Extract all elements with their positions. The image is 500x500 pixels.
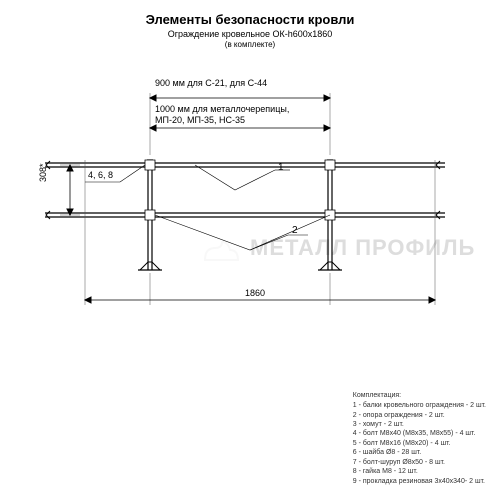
dim-top-label-1: 900 мм для С-21, для С-44 bbox=[155, 78, 267, 88]
dim-top-label-3: МП-20, МП-35, НС-35 bbox=[155, 115, 245, 125]
spec-item: 3 - хомут - 2 шт. bbox=[353, 420, 486, 429]
dim-top-label-2: 1000 мм для металлочерепицы, bbox=[155, 104, 289, 114]
page-subtitle: Ограждение кровельное ОК-h600х1860 bbox=[0, 29, 500, 39]
callout-1: 1 bbox=[278, 162, 284, 173]
spec-item: 9 - прокладка резиновая 3х40х340- 2 шт. bbox=[353, 477, 486, 486]
dim-left-label: 308* bbox=[38, 163, 48, 182]
page-title: Элементы безопасности кровли bbox=[0, 0, 500, 27]
spec-title: Комплектация: bbox=[353, 391, 486, 400]
spec-item: 8 - гайка М8 - 12 шт. bbox=[353, 467, 486, 476]
page-note: (в комплекте) bbox=[0, 40, 500, 49]
spec-item: 6 - шайба Ø8 - 28 шт. bbox=[353, 448, 486, 457]
specification-block: Комплектация: 1 - балки кровельного огра… bbox=[353, 391, 486, 486]
spec-item: 7 - болт-шуруп Ø8х50 - 8 шт. bbox=[353, 458, 486, 467]
spec-item: 5 - болт М8х16 (М8х20) - 4 шт. bbox=[353, 439, 486, 448]
spec-item: 4 - болт М8х40 (М8х35, М8х55) - 4 шт. bbox=[353, 429, 486, 438]
technical-drawing: 900 мм для С-21, для С-44 1000 мм для ме… bbox=[30, 70, 460, 330]
callout-2: 2 bbox=[292, 225, 298, 236]
spec-item: 2 - опора ограждения - 2 шт. bbox=[353, 411, 486, 420]
spec-item: 1 - балки кровельного ограждения - 2 шт. bbox=[353, 401, 486, 410]
dim-bottom-label: 1860 bbox=[245, 288, 265, 298]
detail-label: 4, 6, 8 bbox=[88, 170, 113, 180]
